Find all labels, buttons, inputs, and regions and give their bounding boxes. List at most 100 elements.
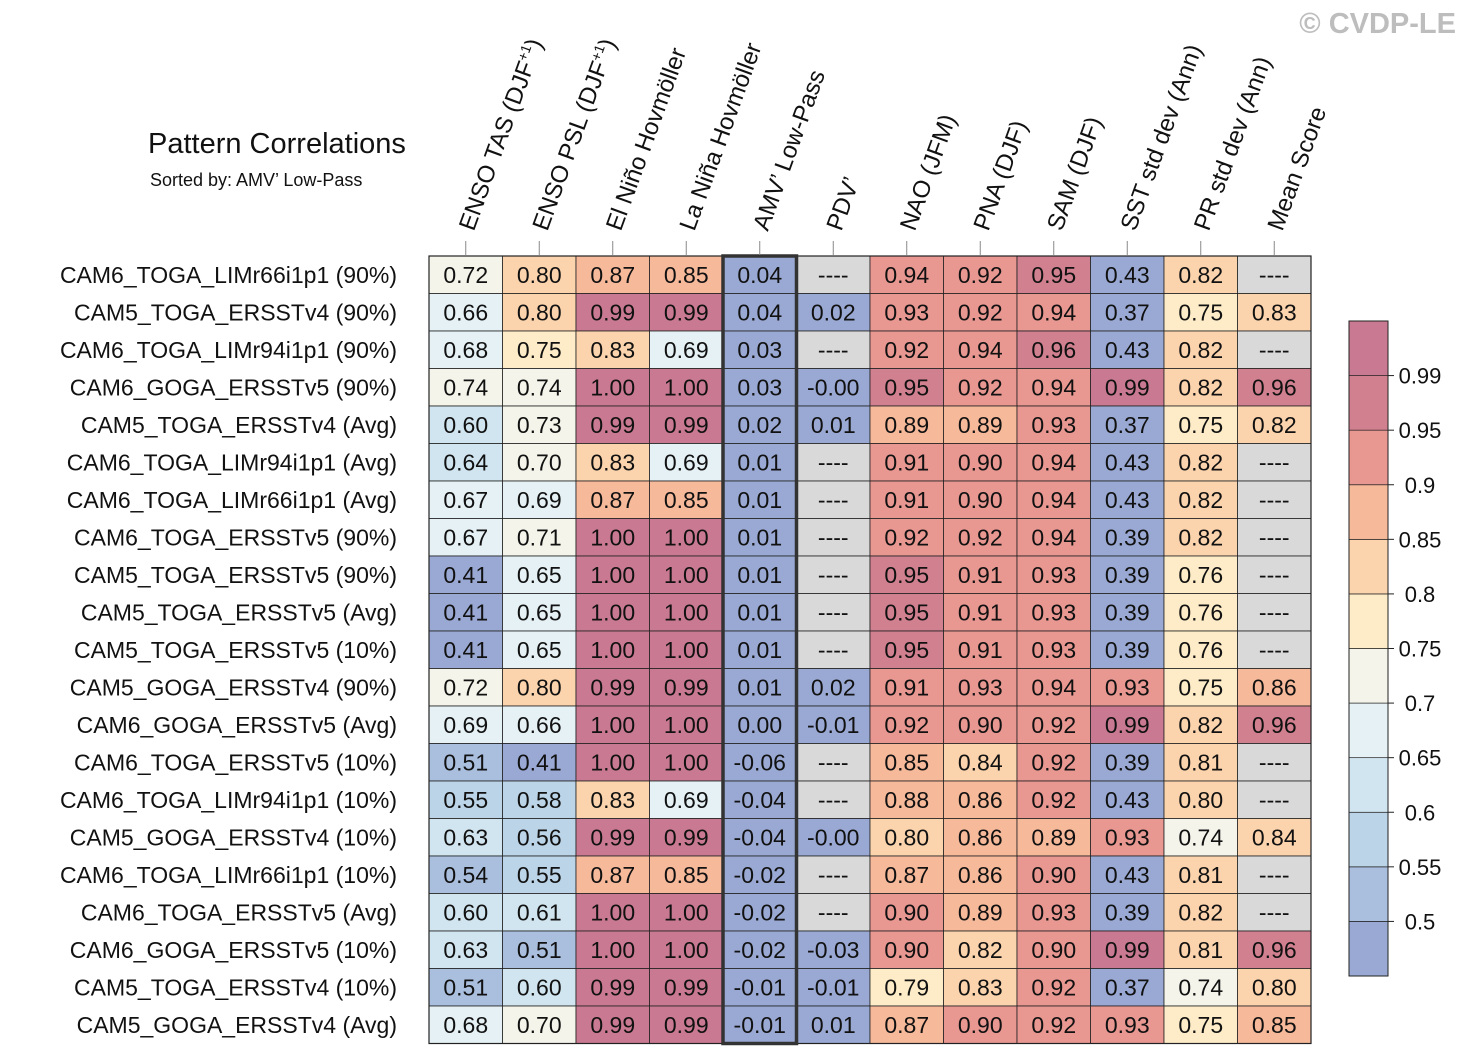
cell-value: 0.89 [958, 899, 1003, 925]
cell-value: 0.03 [737, 337, 782, 363]
heatmap-cell [1237, 893, 1312, 932]
cell-value: 0.43 [1105, 449, 1150, 475]
column-label-superscript: +1 [587, 42, 608, 63]
cell-value: 0.80 [517, 299, 562, 325]
cell-value: 1.00 [590, 374, 635, 400]
cell-value: 0.82 [1178, 262, 1223, 288]
cell-value: ---- [818, 449, 849, 475]
cell-value: -0.04 [734, 787, 787, 813]
heatmap-cell [869, 893, 944, 932]
cell-value: 0.90 [884, 937, 929, 963]
heatmap-cell [869, 593, 944, 632]
cell-value: 1.00 [664, 712, 709, 738]
cell-value: 0.91 [884, 674, 929, 700]
heatmap-cell [649, 293, 724, 332]
heatmap-cell [943, 705, 1018, 744]
row-label: CAM6_TOGA_LIMr94i1p1 (10%) [60, 787, 397, 813]
colorbar-segment [1348, 375, 1389, 431]
cell-value: 0.39 [1105, 749, 1150, 775]
cell-value: 0.92 [1031, 1012, 1076, 1038]
cell-value: 0.92 [958, 374, 1003, 400]
cell-value: 0.01 [737, 599, 782, 625]
heatmap-cell [1163, 405, 1238, 444]
cell-value: 0.55 [443, 787, 488, 813]
cell-value: ---- [818, 487, 849, 513]
column-label-text: ENSO TAS (DJF [454, 58, 540, 234]
heatmap-cell [1016, 443, 1091, 482]
cell-value: ---- [818, 862, 849, 888]
chart-subtitle: Sorted by: AMV’ Low-Pass [150, 170, 362, 190]
cell-value: 0.99 [664, 1012, 709, 1038]
column-label-text: PNA (DJF) [969, 117, 1034, 234]
cell-value: 0.93 [1031, 637, 1076, 663]
cell-value: 0.85 [664, 862, 709, 888]
heatmap-cell [428, 630, 503, 669]
cell-value: 0.93 [1105, 824, 1150, 850]
cell-value: 0.39 [1105, 524, 1150, 550]
cell-value: 0.82 [1178, 449, 1223, 475]
cell-value: 0.75 [1178, 412, 1223, 438]
cell-value: 0.41 [443, 637, 488, 663]
cell-value: 0.99 [590, 299, 635, 325]
cell-value: 0.01 [811, 412, 856, 438]
column-label: SST std dev (Ann) [1116, 41, 1208, 234]
grid-border [428, 255, 1312, 1045]
row-labels: CAM6_TOGA_LIMr66i1p1 (90%) CAM5_TOGA_ERSS… [60, 262, 397, 1038]
heatmap-cell [1090, 743, 1165, 782]
cell-value: 0.65 [517, 637, 562, 663]
heatmap-cell [796, 368, 871, 407]
cell-value: 0.85 [1252, 1012, 1297, 1038]
heatmap-cell [796, 705, 871, 744]
heatmap-cell [796, 743, 871, 782]
heatmap-cell [428, 518, 503, 557]
colorbar-segment [1348, 921, 1389, 977]
heatmap-cell [649, 968, 724, 1007]
cell-value: 0.43 [1105, 862, 1150, 888]
cell-value: ---- [1259, 599, 1290, 625]
heatmap-cell [1237, 630, 1312, 669]
cell-value: 0.93 [1031, 562, 1076, 588]
heatmap-cell [1163, 1005, 1238, 1044]
cell-value: 0.89 [958, 412, 1003, 438]
cell-value: 0.80 [517, 674, 562, 700]
heatmap-cell [796, 893, 871, 932]
cell-value: ---- [1259, 637, 1290, 663]
cell-value: 0.87 [590, 862, 635, 888]
heatmap-cell [943, 593, 1018, 632]
cell-value: 0.01 [737, 674, 782, 700]
cell-value: 0.99 [590, 824, 635, 850]
cell-value: 0.90 [958, 712, 1003, 738]
heatmap-cell [869, 555, 944, 594]
cell-value: 0.99 [590, 674, 635, 700]
cell-value: -0.02 [734, 862, 786, 888]
heatmap-cell [575, 405, 650, 444]
cell-value: 1.00 [590, 712, 635, 738]
heatmap-cell [1090, 443, 1165, 482]
heatmap-cell [722, 705, 797, 744]
cell-value: 1.00 [664, 374, 709, 400]
colorbar-segment [1348, 811, 1389, 868]
cell-value: 0.39 [1105, 599, 1150, 625]
cell-value: 1.00 [590, 637, 635, 663]
cell-value: 0.72 [443, 262, 488, 288]
cell-value: 0.76 [1178, 562, 1223, 588]
heatmap-cell [575, 518, 650, 557]
heatmap-cell [869, 930, 944, 969]
cell-value: 0.39 [1105, 637, 1150, 663]
cell-value: 1.00 [664, 599, 709, 625]
cell-value: 0.00 [737, 712, 782, 738]
row-label: CAM5_TOGA_ERSSTv4 (90%) [74, 299, 397, 325]
cell-value: 0.76 [1178, 599, 1223, 625]
heatmap-cell [796, 630, 871, 669]
cell-value: 0.99 [664, 299, 709, 325]
heatmap-cell [649, 518, 724, 557]
heatmap-cell [1016, 930, 1091, 969]
column-label-text: SST std dev (Ann) [1116, 41, 1208, 234]
heatmap-cell [943, 743, 1018, 782]
cell-value: 0.95 [884, 374, 929, 400]
cell-value: 0.83 [590, 449, 635, 475]
cell-value: -0.01 [807, 712, 859, 738]
heatmap-cell [649, 555, 724, 594]
heatmap-cell [428, 705, 503, 744]
cell-value: 1.00 [664, 899, 709, 925]
